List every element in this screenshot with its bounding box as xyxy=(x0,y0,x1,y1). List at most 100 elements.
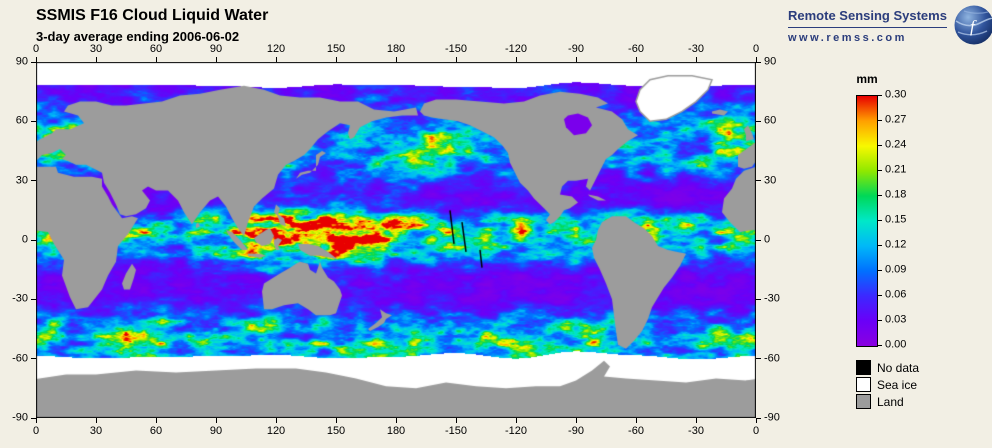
lat-tick-label-left: 60 xyxy=(15,114,28,127)
lat-tick-left xyxy=(31,239,36,241)
lat-tick-label-right: 90 xyxy=(764,55,777,68)
lon-tick-bottom xyxy=(695,418,697,423)
lon-tick-bottom xyxy=(395,418,397,423)
lat-tick-left xyxy=(31,358,36,360)
colorbar-tick-label: 0.09 xyxy=(885,263,907,276)
colorbar-tick-label: 0.27 xyxy=(885,113,907,126)
lat-tick-right xyxy=(756,239,761,241)
svg-text:f: f xyxy=(970,17,977,36)
lon-tick-bottom xyxy=(455,418,457,423)
lat-tick-right xyxy=(756,417,761,419)
colorbar-tick-label: 0.06 xyxy=(885,288,907,301)
lat-tick-right xyxy=(756,61,761,63)
lat-tick-label-right: -30 xyxy=(764,292,780,305)
colorbar-tick xyxy=(878,119,882,121)
colorbar-unit-label: mm xyxy=(856,72,878,86)
colorbar-tick xyxy=(878,194,882,196)
lat-tick-left xyxy=(31,120,36,122)
lon-tick-top xyxy=(695,57,697,62)
lon-tick-label-bottom: -30 xyxy=(688,425,704,437)
lat-tick-label-right: -60 xyxy=(764,352,780,365)
lon-tick-label-top: -150 xyxy=(444,43,468,55)
legend-swatch xyxy=(856,360,871,375)
lon-tick-label-top: 90 xyxy=(209,43,223,55)
lat-tick-label-left: 30 xyxy=(15,174,28,187)
colorbar-tick xyxy=(878,94,882,96)
colorbar-tick-label: 0.30 xyxy=(885,88,907,101)
colorbar-tick xyxy=(878,169,882,171)
lon-tick-top xyxy=(515,57,517,62)
lat-tick-right xyxy=(756,180,761,182)
lat-tick-left xyxy=(31,298,36,300)
branding-text: Remote Sensing Systems www.remss.com xyxy=(788,8,947,44)
colorbar-tick-label: 0.12 xyxy=(885,238,907,251)
legend-swatch xyxy=(856,377,871,392)
lon-tick-label-bottom: -120 xyxy=(504,425,528,437)
lat-tick-left xyxy=(31,180,36,182)
lon-tick-label-bottom: 0 xyxy=(32,425,40,437)
legend-label: Land xyxy=(877,394,904,409)
legend-swatch xyxy=(856,394,871,409)
page-subtitle: 3-day average ending 2006-06-02 xyxy=(36,29,240,44)
lon-tick-top xyxy=(395,57,397,62)
colorbar-tick xyxy=(878,269,882,271)
lon-tick-label-bottom: 120 xyxy=(266,425,286,437)
colorbar-tick xyxy=(878,219,882,221)
lat-tick-label-right: 30 xyxy=(764,174,777,187)
lon-tick-bottom xyxy=(95,418,97,423)
lon-tick-bottom xyxy=(275,418,277,423)
lat-tick-right xyxy=(756,358,761,360)
lon-tick-bottom xyxy=(575,418,577,423)
legend-item-land: Land xyxy=(856,394,904,409)
lon-tick-bottom xyxy=(635,418,637,423)
lon-tick-label-top: 150 xyxy=(326,43,346,55)
lon-tick-top xyxy=(755,57,757,62)
lon-tick-top xyxy=(575,57,577,62)
lon-tick-bottom xyxy=(155,418,157,423)
colorbar-tick xyxy=(878,144,882,146)
lon-tick-label-bottom: 180 xyxy=(386,425,406,437)
lon-tick-label-bottom: 150 xyxy=(326,425,346,437)
lon-tick-bottom xyxy=(215,418,217,423)
lon-tick-top xyxy=(455,57,457,62)
lat-tick-label-left: -60 xyxy=(12,352,28,365)
lon-tick-label-top: 0 xyxy=(752,43,760,55)
lat-tick-label-left: 90 xyxy=(15,55,28,68)
lon-tick-top xyxy=(335,57,337,62)
colorbar-tick xyxy=(878,294,882,296)
lon-tick-label-bottom: -90 xyxy=(568,425,584,437)
lon-tick-top xyxy=(635,57,637,62)
page-title: SSMIS F16 Cloud Liquid Water xyxy=(36,7,269,24)
colorbar xyxy=(856,95,878,347)
lat-tick-label-right: -90 xyxy=(764,411,780,424)
lat-tick-label-left: 0 xyxy=(21,233,28,246)
lon-tick-label-bottom: 60 xyxy=(149,425,163,437)
lon-tick-bottom xyxy=(35,418,37,423)
lat-tick-right xyxy=(756,120,761,122)
colorbar-tick xyxy=(878,344,882,346)
colorbar-tick-label: 0.00 xyxy=(885,338,907,351)
lat-tick-label-right: 60 xyxy=(764,114,777,127)
brand-name: Remote Sensing Systems xyxy=(788,8,947,28)
lon-tick-label-bottom: 90 xyxy=(209,425,223,437)
lat-tick-label-left: -90 xyxy=(12,411,28,424)
lon-tick-bottom xyxy=(335,418,337,423)
colorbar-tick-label: 0.18 xyxy=(885,188,907,201)
lon-tick-top xyxy=(95,57,97,62)
lon-tick-bottom xyxy=(515,418,517,423)
legend-item-sea-ice: Sea ice xyxy=(856,377,917,392)
lon-tick-label-top: -120 xyxy=(504,43,528,55)
lat-tick-right xyxy=(756,298,761,300)
lon-tick-bottom xyxy=(755,418,757,423)
colorbar-tick-label: 0.21 xyxy=(885,163,907,176)
lat-tick-label-right: 0 xyxy=(764,233,771,246)
world-map-canvas xyxy=(36,62,756,418)
branding: Remote Sensing Systems www.remss.com f xyxy=(788,5,992,45)
lon-tick-label-top: 0 xyxy=(32,43,40,55)
brand-url-link[interactable]: www.remss.com xyxy=(788,32,907,44)
colorbar-tick-label: 0.15 xyxy=(885,213,907,226)
lat-tick-left xyxy=(31,417,36,419)
lat-tick-label-left: -30 xyxy=(12,292,28,305)
lon-tick-label-top: 120 xyxy=(266,43,286,55)
